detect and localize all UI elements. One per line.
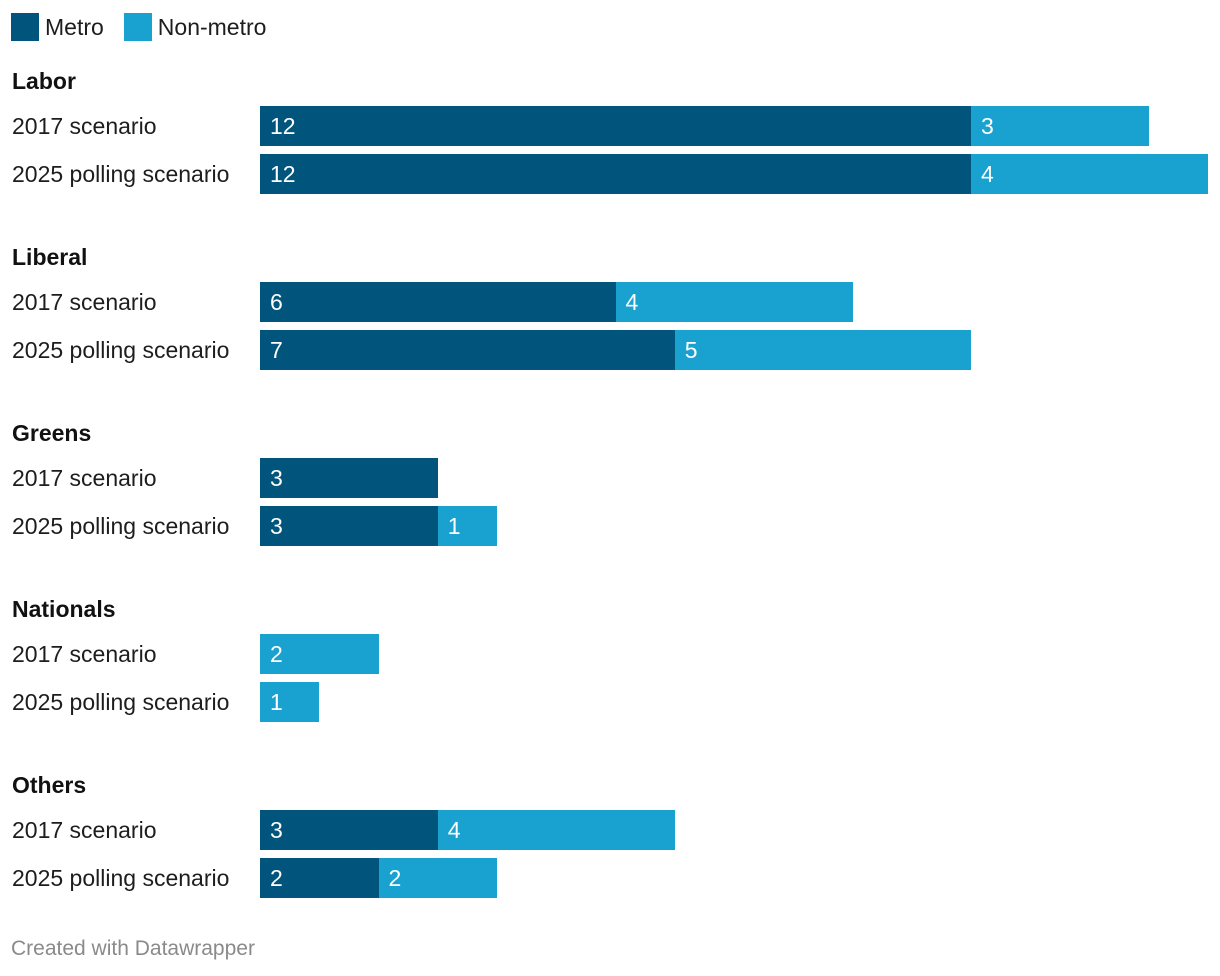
datawrapper-credit: Created with Datawrapper: [11, 937, 255, 960]
bar-value-label: 7: [270, 337, 283, 363]
bar-metro: 3: [260, 810, 438, 850]
row-label: 2025 polling scenario: [12, 513, 230, 539]
bar-metro: 3: [260, 506, 438, 546]
row-label: 2017 scenario: [12, 113, 157, 139]
bar-value-label: 1: [270, 689, 283, 715]
bar-non-metro: 1: [260, 682, 320, 722]
bar-value-label: 2: [388, 865, 402, 891]
row-label: 2025 polling scenario: [12, 161, 230, 187]
group-title-others: Others: [12, 772, 87, 798]
bar-non-metro: 5: [674, 330, 971, 370]
row-label: 2017 scenario: [12, 817, 157, 843]
bar-metro: 12: [260, 154, 971, 194]
bar-non-metro: 2: [260, 634, 379, 674]
bar-non-metro: 1: [437, 506, 497, 546]
bar-value-label: 5: [684, 337, 698, 363]
legend: Metro Non-metro: [11, 12, 286, 42]
bar-non-metro: 3: [971, 106, 1149, 146]
row-label: 2025 polling scenario: [12, 337, 230, 363]
group-title-greens: Greens: [12, 420, 92, 446]
bar-non-metro: 4: [437, 810, 675, 850]
legend-item-non-metro: Non-metro: [123, 13, 267, 41]
row-label: 2017 scenario: [12, 289, 157, 315]
bar-value-label: 2: [270, 641, 283, 667]
legend-label: Non-metro: [157, 13, 267, 40]
bar-metro: 7: [260, 330, 675, 370]
bar-value-label: 4: [625, 289, 639, 315]
row-label: 2025 polling scenario: [12, 865, 230, 891]
bar-value-label: 4: [447, 817, 461, 843]
bar-value-label: 12: [270, 113, 296, 139]
bar-value-label: 3: [270, 465, 283, 491]
bar-value-label: 12: [270, 161, 296, 187]
bar-metro: 12: [260, 106, 971, 146]
bar-value-label: 1: [447, 513, 461, 539]
group-title-nationals: Nationals: [12, 596, 116, 622]
bar-non-metro: 4: [971, 154, 1208, 194]
group-title-labor: Labor: [12, 68, 76, 94]
bar-value-label: 2: [270, 865, 283, 891]
bar-metro: 6: [260, 282, 616, 322]
row-label: 2017 scenario: [12, 465, 157, 491]
bar-value-label: 6: [270, 289, 283, 315]
bar-metro: 2: [260, 858, 379, 898]
bar-value-label: 3: [981, 113, 994, 139]
bar-metro: 3: [260, 458, 438, 498]
legend-item-metro: Metro: [11, 13, 104, 41]
bar-value-label: 4: [981, 161, 994, 187]
bar-value-label: 3: [270, 817, 283, 843]
bar-non-metro: 4: [615, 282, 853, 322]
bar-value-label: 3: [270, 513, 283, 539]
bar-non-metro: 2: [378, 858, 497, 898]
row-label: 2025 polling scenario: [12, 689, 230, 715]
legend-swatch: [123, 13, 152, 41]
legend-label: Metro: [45, 13, 104, 40]
legend-swatch: [11, 13, 39, 41]
row-label: 2017 scenario: [12, 641, 157, 667]
group-title-liberal: Liberal: [12, 244, 88, 270]
